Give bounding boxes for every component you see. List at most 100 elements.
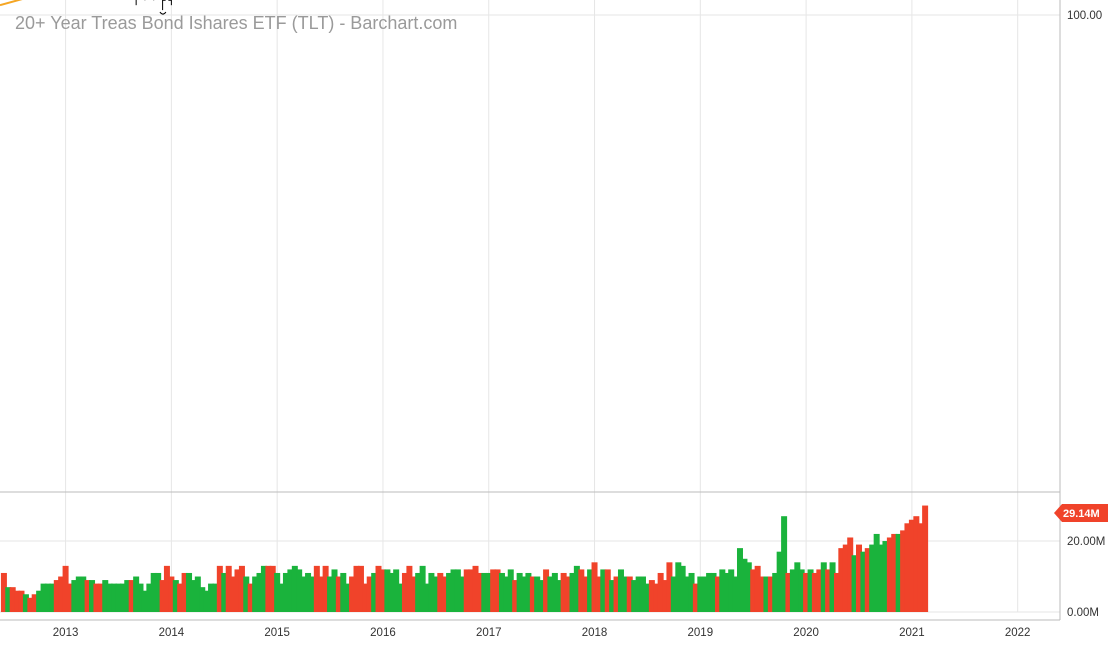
volume-bar (485, 572, 492, 612)
volume-bar (745, 562, 752, 612)
volume-bar (736, 548, 743, 612)
volume-bar (22, 594, 29, 612)
volume-bar (609, 580, 616, 612)
volume-bar (494, 569, 501, 612)
volume-bar (252, 576, 259, 612)
volume-bar (115, 583, 122, 612)
volume-bar (635, 576, 642, 612)
volume-bar (908, 519, 915, 612)
volume-bar (296, 569, 303, 612)
volume-bar (842, 544, 849, 612)
volume-bar (847, 537, 854, 612)
volume-bar (754, 565, 761, 612)
volume-bar (675, 562, 682, 612)
date-tick-label: 2018 (582, 627, 608, 639)
volume-bar (133, 576, 140, 612)
volume-bar (723, 572, 730, 612)
volume-bar (648, 580, 655, 612)
volume-bar (379, 569, 386, 612)
volume-bar (710, 572, 717, 612)
volume-bar (463, 569, 470, 612)
volume-bar (701, 576, 708, 612)
volume-bar (67, 583, 74, 612)
volume-bar (322, 565, 329, 612)
volume-bar (882, 541, 889, 612)
volume-bar (335, 576, 342, 612)
volume-bar (36, 590, 43, 612)
volume-bar (454, 569, 461, 612)
volume-bar (714, 576, 721, 612)
chart-title: 20+ Year Treas Bond Ishares ETF (TLT) - … (15, 13, 457, 33)
volume-bar (384, 569, 391, 612)
volume-bar (904, 523, 911, 612)
ohlc-bar (135, 0, 137, 6)
volume-bar (900, 530, 907, 612)
volume-bar (622, 576, 629, 612)
volume-bar (106, 583, 113, 612)
volume-bar (503, 576, 510, 612)
volume-bar (150, 572, 157, 612)
volume-bar (758, 576, 765, 612)
high-low-markers (159, 11, 167, 15)
volume-bar (172, 580, 179, 612)
volume-bar (128, 580, 135, 612)
volume-bar (728, 569, 735, 612)
volume-bar (913, 516, 920, 612)
date-tick-label: 2014 (159, 627, 185, 639)
volume-bar (397, 583, 404, 612)
volume-bar (750, 569, 757, 612)
volume-bar (432, 576, 439, 612)
volume-bar (741, 558, 748, 612)
volume-bar (256, 572, 263, 612)
ohlc-bar (162, 0, 166, 11)
volume-bar (371, 572, 378, 612)
date-tick-label: 2013 (53, 627, 79, 639)
volume-bar (401, 572, 408, 612)
volume-bar (40, 583, 47, 612)
volume-bar (247, 583, 254, 612)
volume-bar (274, 572, 281, 612)
volume-bar (243, 576, 250, 612)
volume-bar (410, 576, 417, 612)
volume-bar (234, 569, 241, 612)
date-tick-label: 2020 (793, 627, 819, 639)
volume-bar (798, 569, 805, 612)
volume-bar (393, 569, 400, 612)
volume-tag-shape (1054, 504, 1108, 522)
volume-bar (666, 562, 673, 612)
volume-bar (313, 565, 320, 612)
volume-bar (300, 576, 307, 612)
volume-bar (476, 572, 483, 612)
volume-bar (282, 572, 289, 612)
volume-bar (450, 569, 457, 612)
volume-bar (124, 580, 131, 612)
volume-bar (498, 572, 505, 612)
volume-bar (551, 572, 558, 612)
volume-bar (776, 551, 783, 612)
volume-bar (357, 565, 364, 612)
volume-bar (833, 572, 840, 612)
volume-bar (75, 576, 82, 612)
volume-bar (785, 572, 792, 612)
volume-bar (362, 583, 369, 612)
volume-bar (803, 572, 810, 612)
volume-bar (684, 576, 691, 612)
volume-bar (653, 583, 660, 612)
volume-bar (873, 533, 880, 612)
volume-bar (9, 587, 16, 612)
volume-bar (534, 576, 541, 612)
volume-bar (807, 569, 814, 612)
volume-bar (516, 572, 523, 612)
volume-bar (111, 583, 118, 612)
volume-bar (794, 562, 801, 612)
volume-bars (0, 505, 929, 612)
volume-bar (895, 533, 902, 612)
volume-bar (459, 576, 466, 612)
volume-bar (626, 576, 633, 612)
volume-bar (428, 572, 435, 612)
volume-bar (600, 569, 607, 612)
volume-bar (565, 576, 572, 612)
volume-bar (89, 580, 96, 612)
volume-bar (344, 583, 351, 612)
